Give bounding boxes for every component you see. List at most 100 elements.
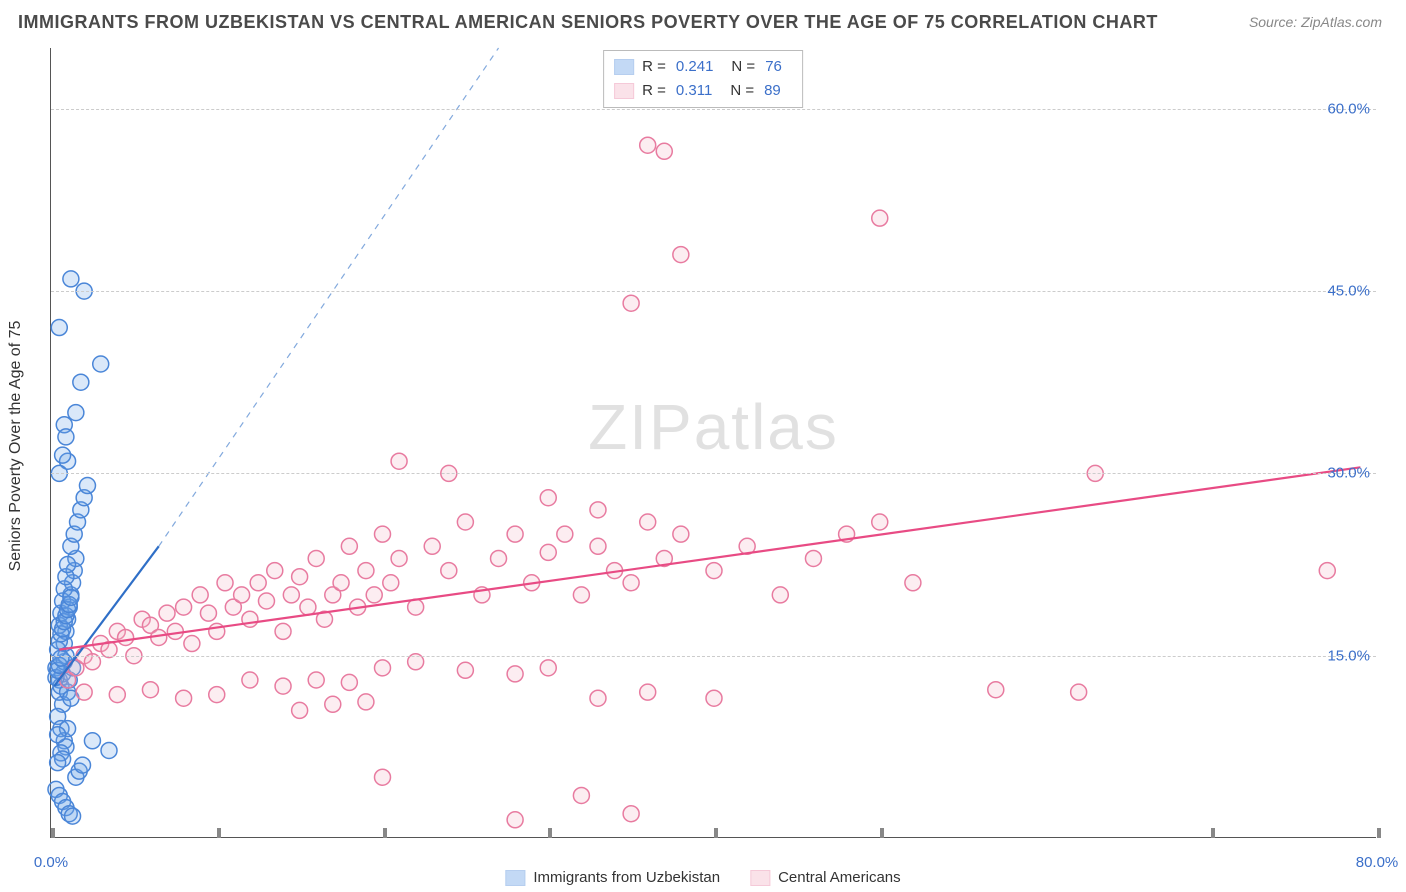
scatter-point	[333, 575, 349, 591]
x-tick	[383, 828, 387, 838]
y-tick-label: 45.0%	[1327, 283, 1370, 300]
scatter-point	[275, 678, 291, 694]
bottom-legend: Immigrants from Uzbekistan Central Ameri…	[505, 869, 900, 886]
x-tick	[51, 828, 55, 838]
scatter-point	[242, 611, 258, 627]
scatter-point	[540, 490, 556, 506]
scatter-point	[63, 271, 79, 287]
scatter-point	[65, 808, 81, 824]
scatter-point	[209, 687, 225, 703]
scatter-point	[706, 690, 722, 706]
scatter-point	[540, 544, 556, 560]
scatter-point	[142, 682, 158, 698]
gridline-h	[51, 473, 1376, 474]
stat-n-label: N =	[730, 79, 754, 103]
scatter-point	[507, 812, 523, 828]
scatter-point	[325, 696, 341, 712]
gridline-h	[51, 109, 1376, 110]
scatter-point	[292, 569, 308, 585]
scatter-point	[176, 599, 192, 615]
gridline-h	[51, 656, 1376, 657]
scatter-point	[76, 684, 92, 700]
y-axis-title: Seniors Poverty Over the Age of 75	[7, 321, 25, 572]
legend-item: Immigrants from Uzbekistan	[505, 869, 720, 886]
scatter-point	[176, 690, 192, 706]
scatter-point	[573, 787, 589, 803]
scatter-point	[805, 550, 821, 566]
scatter-point	[267, 563, 283, 579]
scatter-point	[590, 538, 606, 554]
scatter-point	[73, 374, 89, 390]
x-tick-label: 80.0%	[1356, 854, 1399, 871]
scatter-point	[1319, 563, 1335, 579]
scatter-point	[184, 636, 200, 652]
scatter-point	[51, 320, 67, 336]
scatter-point	[217, 575, 233, 591]
scatter-point	[772, 587, 788, 603]
scatter-point	[366, 587, 382, 603]
y-tick-label: 30.0%	[1327, 465, 1370, 482]
scatter-point	[341, 674, 357, 690]
chart-svg	[51, 48, 1376, 837]
scatter-point	[109, 687, 125, 703]
x-tick	[714, 828, 718, 838]
scatter-point	[590, 502, 606, 518]
scatter-point	[93, 356, 109, 372]
scatter-point	[50, 727, 66, 743]
scatter-point	[640, 514, 656, 530]
x-tick	[217, 828, 221, 838]
scatter-point	[159, 605, 175, 621]
scatter-point	[242, 672, 258, 688]
scatter-point	[74, 757, 90, 773]
scatter-point	[905, 575, 921, 591]
scatter-point	[167, 623, 183, 639]
legend-swatch	[750, 870, 770, 886]
scatter-point	[375, 526, 391, 542]
stat-n-value: 89	[764, 79, 781, 103]
scatter-point	[623, 806, 639, 822]
stat-r-value: 0.241	[676, 55, 714, 79]
scatter-point	[383, 575, 399, 591]
scatter-point	[58, 429, 74, 445]
scatter-point	[457, 514, 473, 530]
gridline-h	[51, 291, 1376, 292]
scatter-point	[84, 733, 100, 749]
scatter-point	[250, 575, 266, 591]
scatter-point	[673, 247, 689, 263]
stat-n-label: N =	[731, 55, 755, 79]
legend-label: Immigrants from Uzbekistan	[533, 869, 720, 886]
scatter-point	[507, 526, 523, 542]
scatter-point	[258, 593, 274, 609]
stat-r-value: 0.311	[676, 79, 712, 103]
chart-title: IMMIGRANTS FROM UZBEKISTAN VS CENTRAL AM…	[18, 12, 1158, 33]
scatter-point	[283, 587, 299, 603]
scatter-point	[673, 526, 689, 542]
scatter-point	[300, 599, 316, 615]
scatter-point	[1071, 684, 1087, 700]
scatter-point	[391, 550, 407, 566]
scatter-point	[292, 702, 308, 718]
scatter-point	[640, 684, 656, 700]
scatter-point	[640, 137, 656, 153]
scatter-point	[341, 538, 357, 554]
x-tick	[1377, 828, 1381, 838]
scatter-point	[441, 563, 457, 579]
x-tick	[1211, 828, 1215, 838]
scatter-point	[573, 587, 589, 603]
scatter-point	[656, 143, 672, 159]
scatter-point	[988, 682, 1004, 698]
scatter-point	[507, 666, 523, 682]
legend-swatch	[614, 59, 634, 75]
y-tick-label: 15.0%	[1327, 647, 1370, 664]
legend-label: Central Americans	[778, 869, 901, 886]
scatter-point	[590, 690, 606, 706]
scatter-point	[308, 672, 324, 688]
scatter-point	[358, 563, 374, 579]
stat-r-label: R =	[642, 79, 666, 103]
scatter-point	[200, 605, 216, 621]
stats-legend: R = 0.241 N = 76 R = 0.311 N = 89	[603, 50, 803, 108]
stats-row: R = 0.311 N = 89	[614, 79, 792, 103]
scatter-point	[375, 769, 391, 785]
scatter-point	[540, 660, 556, 676]
y-tick-label: 60.0%	[1327, 100, 1370, 117]
